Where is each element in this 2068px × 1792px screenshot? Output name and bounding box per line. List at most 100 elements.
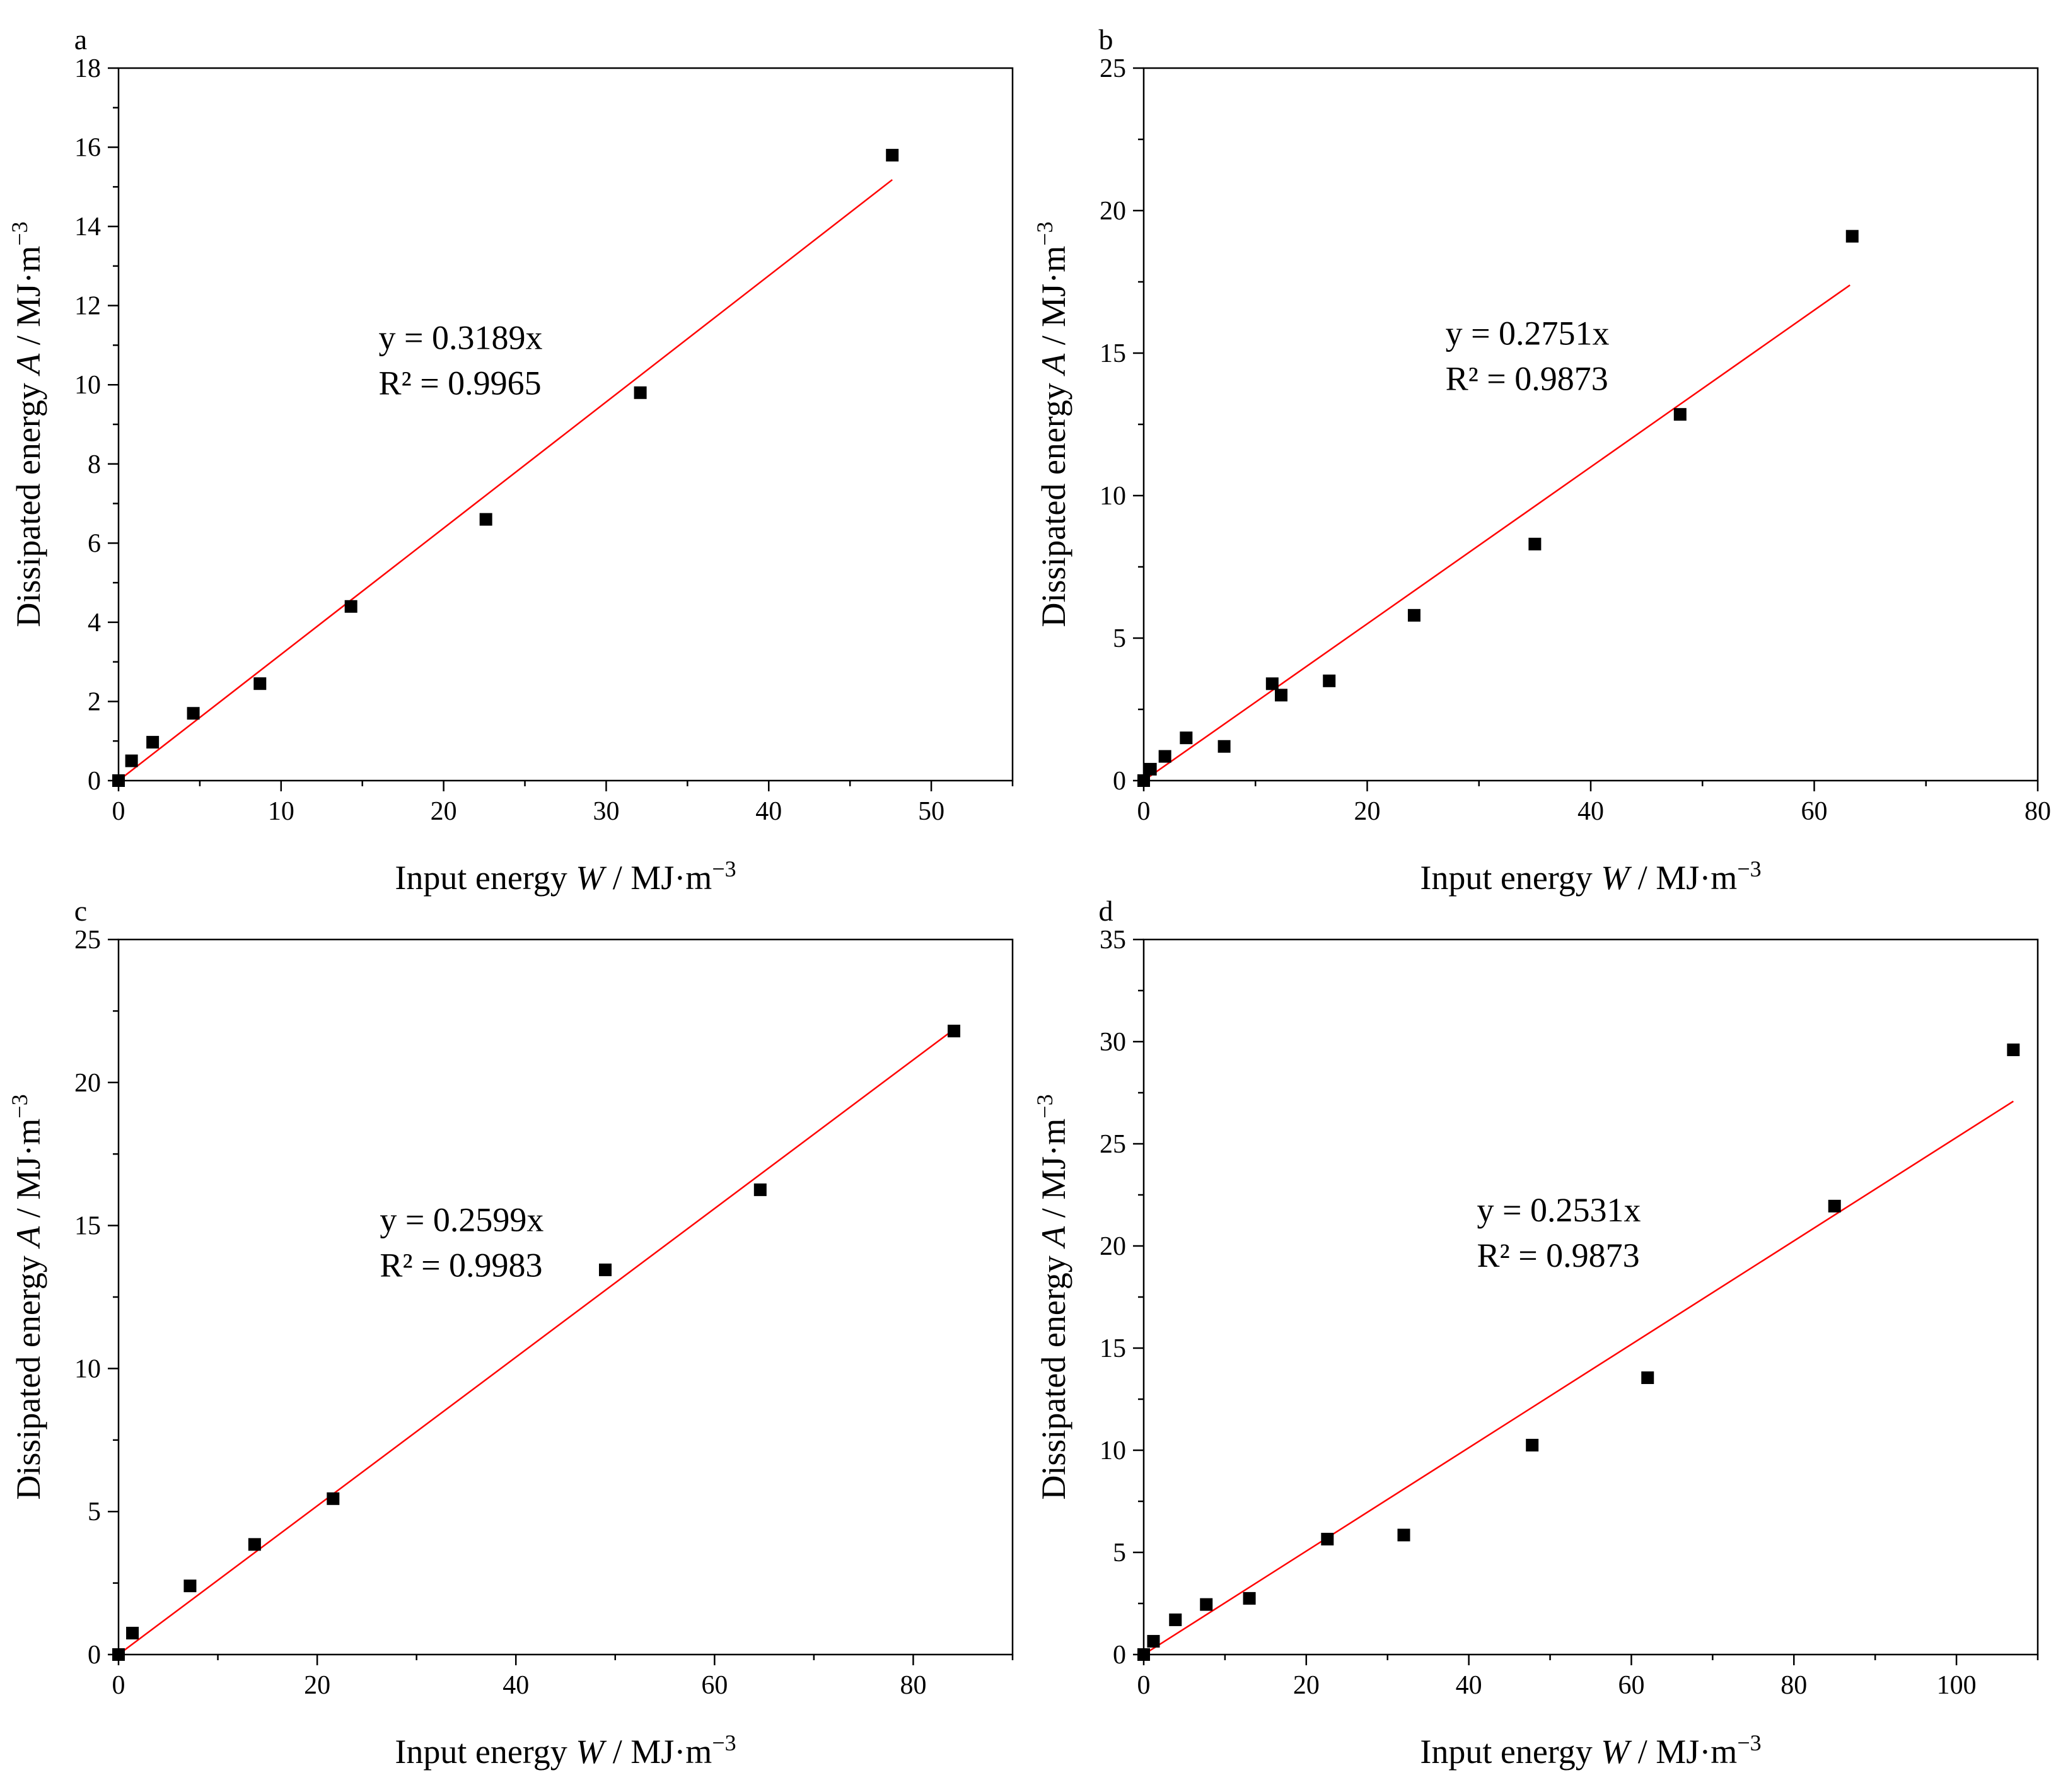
x-tick-label: 80 (2024, 797, 2051, 826)
y-tick-label: 15 (1100, 339, 1126, 368)
x-tick-label: 40 (502, 1671, 529, 1700)
y-tick-label: 16 (74, 134, 101, 163)
data-point (146, 736, 160, 749)
y-tick-label: 15 (1100, 1334, 1126, 1363)
x-tick-label: 40 (1577, 797, 1604, 826)
y-axis-title-variable: A (9, 353, 47, 376)
data-point (125, 754, 138, 767)
x-axis-title-text: Input energy (395, 859, 576, 897)
y-axis-title-variable: A (1035, 353, 1072, 376)
y-tick-label: 2 (88, 687, 101, 716)
data-point (634, 386, 647, 399)
data-point (183, 1580, 197, 1593)
x-tick-label: 100 (1937, 1671, 1977, 1700)
y-axis-title-exponent: −3 (1032, 1094, 1057, 1118)
y-tick-label: 20 (74, 1069, 101, 1098)
x-tick-label: 20 (304, 1671, 330, 1700)
x-tick-label: 60 (1801, 797, 1828, 826)
y-tick-label: 12 (74, 292, 101, 321)
x-tick-label: 80 (1780, 1671, 1807, 1700)
data-point (1265, 677, 1279, 690)
x-axis-title: Input energy W / MJ·m−3 (395, 1730, 736, 1771)
data-point (1137, 774, 1150, 787)
fit-line (1143, 1100, 2014, 1656)
x-tick-label: 50 (918, 797, 944, 826)
panel-label: a (74, 23, 87, 55)
y-axis-title-variable: A (1035, 1226, 1072, 1249)
x-tick-label: 20 (1293, 1671, 1320, 1700)
y-tick-label: 25 (1100, 1130, 1126, 1159)
data-point (948, 1025, 961, 1038)
fit-equation: y = 0.2751x (1446, 314, 1610, 352)
data-point (1673, 408, 1687, 421)
data-point (1526, 1438, 1539, 1452)
fit-equation: y = 0.2599x (380, 1201, 543, 1239)
y-tick-label: 0 (88, 1641, 101, 1670)
data-point (1180, 731, 1193, 745)
x-axis-title-variable: W (1601, 859, 1632, 897)
y-axis-title-unit: / MJ·m (1035, 1119, 1072, 1226)
fit-line (118, 179, 893, 781)
data-point (2007, 1043, 2020, 1056)
x-tick-label: 40 (755, 797, 782, 826)
fit-r-squared: R² = 0.9965 (379, 364, 542, 402)
y-axis-title: Dissipated energy A / MJ·m−3 (1032, 221, 1072, 627)
y-tick-label: 35 (1100, 926, 1126, 955)
y-tick-label: 0 (1113, 1641, 1126, 1670)
x-axis-title-exponent: −3 (1737, 1730, 1761, 1755)
y-tick-label: 0 (1113, 767, 1126, 796)
fit-equation: y = 0.2531x (1477, 1191, 1641, 1229)
x-axis-title: Input energy W / MJ·m−3 (1420, 856, 1761, 897)
y-axis-title-text: Dissipated energy (9, 375, 47, 627)
y-tick-label: 6 (88, 529, 101, 558)
y-tick-label: 5 (1113, 1539, 1126, 1568)
y-axis-title-unit: / MJ·m (1035, 246, 1072, 354)
panel-label: c (74, 895, 87, 927)
y-axis-title: Dissipated energy A / MJ·m−3 (7, 1094, 47, 1499)
x-axis-title-text: Input energy (1420, 859, 1601, 897)
x-axis-title-text: Input energy (395, 1733, 576, 1771)
data-point (1407, 608, 1420, 622)
x-tick-label: 0 (112, 1671, 125, 1700)
x-tick-label: 80 (900, 1671, 926, 1700)
x-tick-label: 60 (1618, 1671, 1644, 1700)
x-tick-label: 60 (701, 1671, 728, 1700)
y-axis-title-unit: / MJ·m (9, 246, 47, 354)
data-point (1323, 674, 1336, 687)
x-tick-label: 10 (268, 797, 294, 826)
panel-label: d (1099, 895, 1113, 927)
panel-label: b (1099, 23, 1113, 55)
y-tick-label: 10 (1100, 1436, 1126, 1465)
data-point (1217, 740, 1231, 753)
y-tick-label: 5 (88, 1498, 101, 1527)
y-axis-title-exponent: −3 (7, 221, 32, 245)
data-point (1144, 762, 1157, 776)
x-axis-title-exponent: −3 (1737, 856, 1761, 881)
x-axis-title: Input energy W / MJ·m−3 (395, 856, 736, 897)
x-tick-label: 0 (1137, 797, 1151, 826)
y-tick-label: 25 (1100, 54, 1126, 83)
y-axis-title: Dissipated energy A / MJ·m−3 (7, 221, 47, 627)
y-axis-title-text: Dissipated energy (1035, 1247, 1072, 1500)
data-point (112, 1648, 125, 1661)
y-axis-title-text: Dissipated energy (9, 1247, 47, 1500)
x-tick-label: 20 (1354, 797, 1381, 826)
y-tick-label: 10 (74, 1354, 101, 1383)
y-tick-label: 8 (88, 450, 101, 479)
y-tick-label: 25 (74, 926, 101, 955)
y-tick-label: 18 (74, 54, 101, 83)
x-tick-label: 40 (1456, 1671, 1482, 1700)
data-point (1243, 1591, 1256, 1605)
x-tick-label: 20 (431, 797, 457, 826)
y-tick-label: 0 (88, 767, 101, 796)
data-point (187, 707, 200, 720)
chart-panel-d: 0 20 40 60 80 100 0 5 10 15 20 25 30 35d Input energy … (1032, 895, 2039, 1771)
plot-frame (117, 67, 1014, 782)
data-point (1641, 1371, 1654, 1384)
data-point (886, 149, 899, 162)
x-tick-label: 0 (112, 797, 125, 826)
y-tick-label: 15 (74, 1212, 101, 1241)
x-axis-title-variable: W (576, 859, 607, 897)
data-point (753, 1183, 767, 1196)
data-point (1275, 689, 1288, 702)
